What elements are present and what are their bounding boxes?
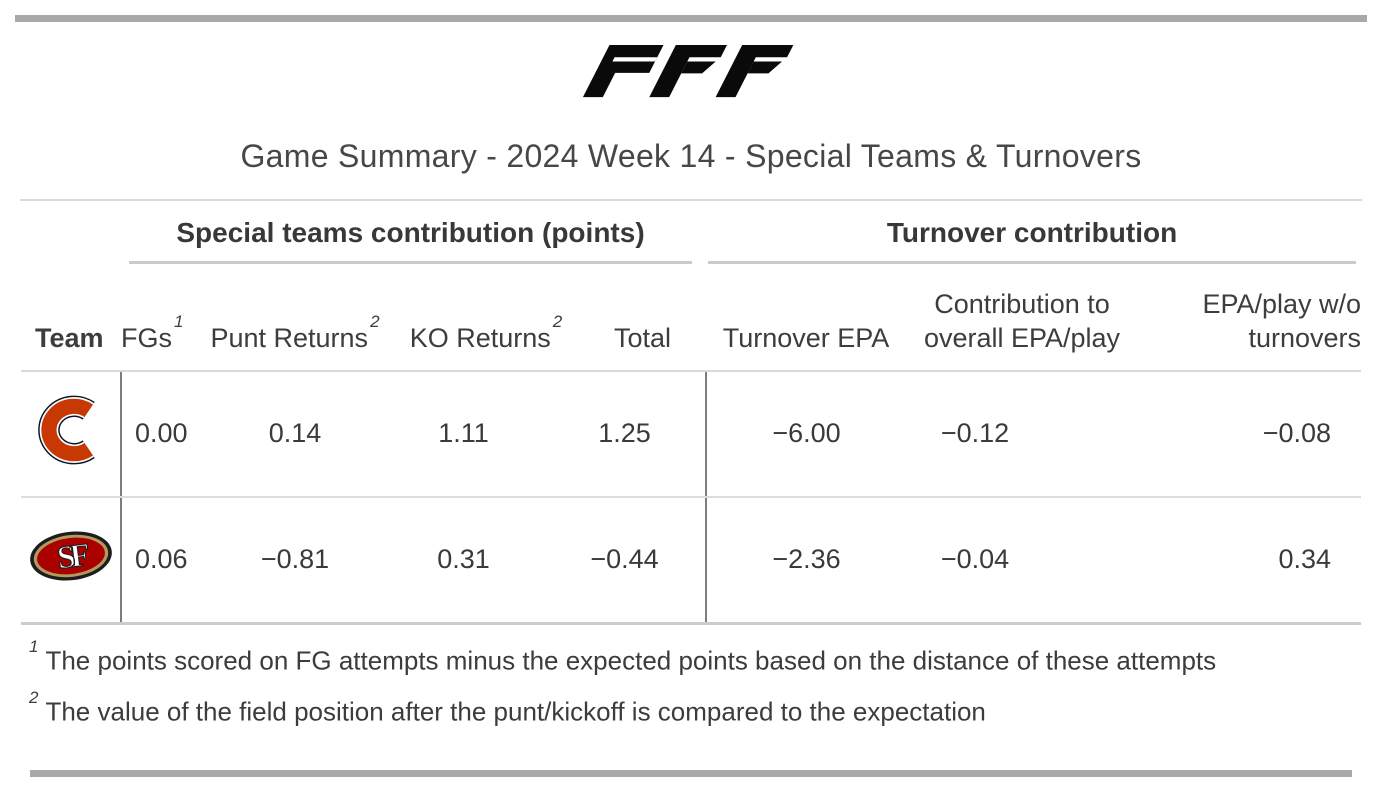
- value-cell: −0.12: [906, 370, 1139, 498]
- value-cell: 0.00: [120, 370, 197, 498]
- logo-container: [0, 44, 1382, 100]
- group-header-spacer: [21, 201, 121, 264]
- value-cell: −0.44: [579, 496, 707, 625]
- footnote-text: The value of the field position after th…: [45, 696, 986, 727]
- value-cell: −0.04: [906, 496, 1139, 625]
- value-cell: 1.11: [393, 370, 579, 498]
- footnote-text: The points scored on FG attempts minus t…: [45, 645, 1217, 676]
- value-cell: 1.25: [579, 370, 707, 498]
- column-header-total: Total: [579, 264, 707, 372]
- san-francisco-49ers-logo-icon: SF: [29, 531, 112, 581]
- column-header-ko-returns: KO Returns2: [393, 264, 579, 372]
- column-header-fgs: FGs1: [121, 264, 197, 372]
- value-cell: −0.08: [1138, 370, 1362, 498]
- footnote-2: 2 The value of the field position after t…: [29, 688, 1362, 728]
- group-header-turnover: Turnover contribution: [706, 201, 1361, 264]
- footnote-marker: 1: [29, 636, 39, 656]
- team-cell: [21, 370, 121, 498]
- pff-logo-icon: [582, 44, 794, 98]
- group-header-row: Special teams contribution (points) Turn…: [21, 201, 1361, 264]
- value-cell: −2.36: [705, 496, 907, 625]
- table-row-49ers: SF 0.06 −0.81 0.31 −0.44 −2.36 −0.04 0.3…: [21, 496, 1362, 625]
- value-cell: −6.00: [705, 370, 907, 498]
- value-cell: 0.34: [1138, 496, 1362, 625]
- footnote-1: 1 The points scored on FG attempts minus …: [29, 637, 1362, 677]
- footnote-marker: 2: [370, 311, 380, 331]
- value-cell: 0.14: [197, 370, 393, 498]
- table-row-bears: 0.00 0.14 1.11 1.25 −6.00 −0.12 −0.08: [21, 370, 1362, 498]
- value-cell: −0.81: [197, 496, 393, 625]
- summary-table: Special teams contribution (points) Turn…: [21, 201, 1362, 625]
- column-header-team: Team: [21, 264, 121, 372]
- column-header-turnover-epa: Turnover EPA: [706, 264, 907, 372]
- footnote-marker: 2: [552, 311, 563, 331]
- team-cell: SF: [21, 496, 121, 625]
- column-header-epa-wo-turnovers: EPA/play w/o turnovers: [1138, 264, 1362, 372]
- group-header-special-teams: Special teams contribution (points): [121, 201, 706, 264]
- column-header-punt-returns: Punt Returns2: [197, 264, 393, 372]
- top-rule: [15, 15, 1367, 22]
- value-cell: 0.06: [120, 496, 197, 625]
- chicago-bears-logo-icon: [37, 395, 95, 465]
- footnote-marker: 2: [29, 688, 39, 708]
- value-cell: 0.31: [393, 496, 579, 625]
- svg-text:SF: SF: [55, 536, 91, 576]
- title-rule: [20, 199, 1362, 201]
- footnote-marker: 1: [174, 311, 184, 331]
- column-header-row: Team FGs1 Punt Returns2 KO Returns2 Tota…: [21, 264, 1362, 372]
- bottom-rule: [30, 770, 1352, 777]
- page-title: Game Summary - 2024 Week 14 - Special Te…: [240, 138, 1142, 174]
- column-header-contribution-epa: Contribution to overall EPA/play: [906, 264, 1139, 372]
